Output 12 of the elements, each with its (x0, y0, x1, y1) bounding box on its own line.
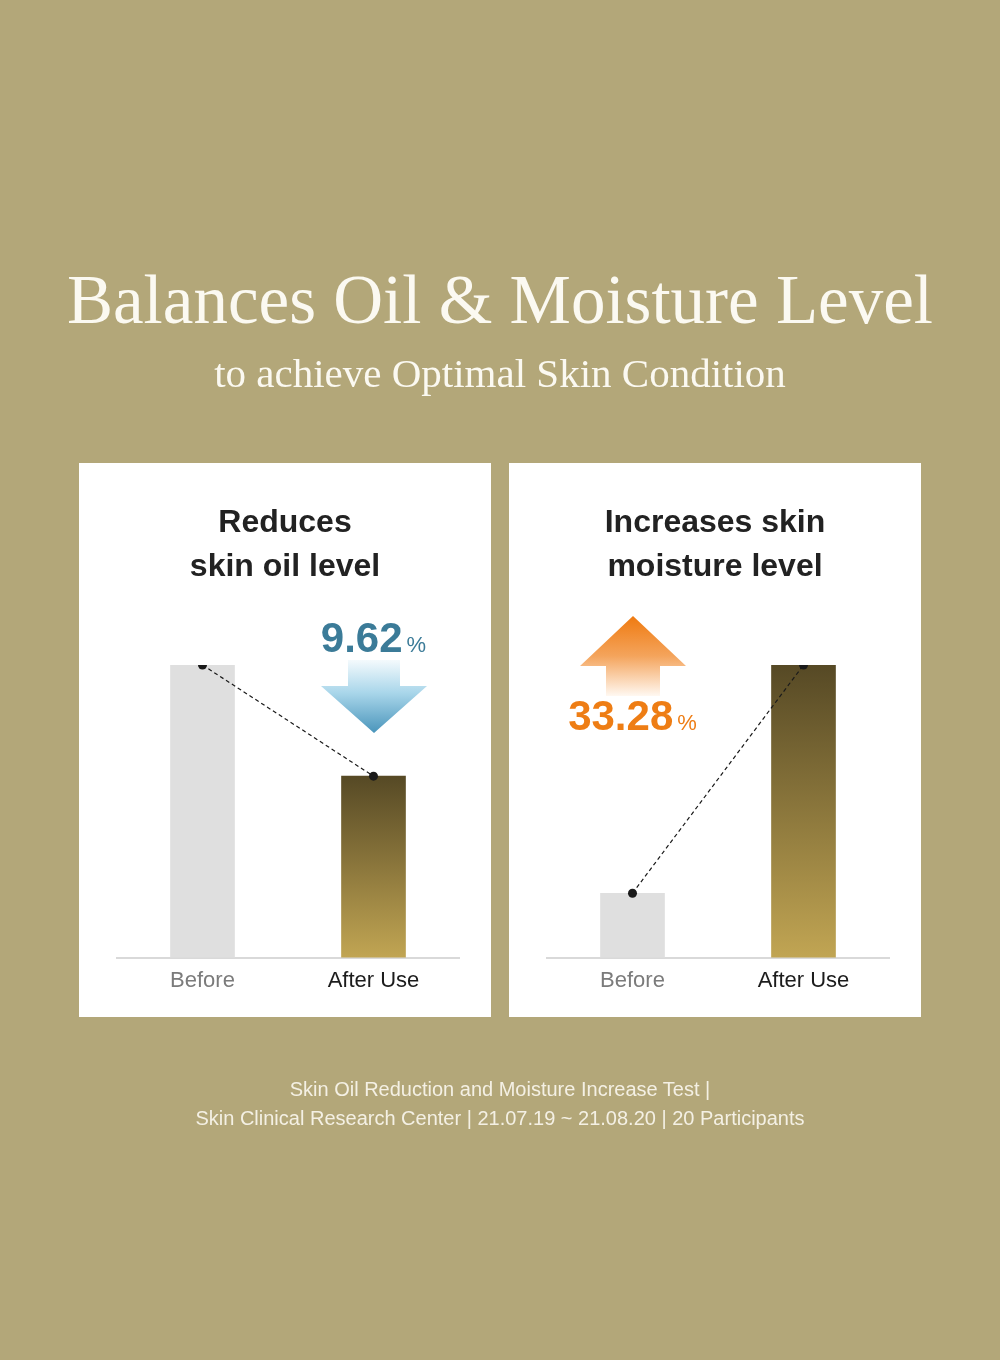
x-tick-label: Before (170, 966, 235, 992)
text: Skin Clinical Research Center | 21.07.19 ~ 21.08.20 | 20 Participants (194, 1106, 806, 1131)
text: 9.62% (320, 614, 427, 661)
x-tick-label: After Use (757, 966, 850, 992)
text: to achieve Optimal Skin Condition (213, 349, 787, 398)
chart-title: Reduces skin oil level (188, 502, 382, 585)
x-tick-label: After Use (327, 966, 420, 992)
chart-title: Increases skin moisture level (603, 502, 827, 585)
annotation: 33.28% (568, 692, 697, 739)
x-tick-label: Before (600, 966, 665, 992)
text: Skin Oil Reduction and Moisture Increase Test | (288, 1077, 712, 1102)
text: Balances Oil & Moisture Level (65, 262, 935, 338)
